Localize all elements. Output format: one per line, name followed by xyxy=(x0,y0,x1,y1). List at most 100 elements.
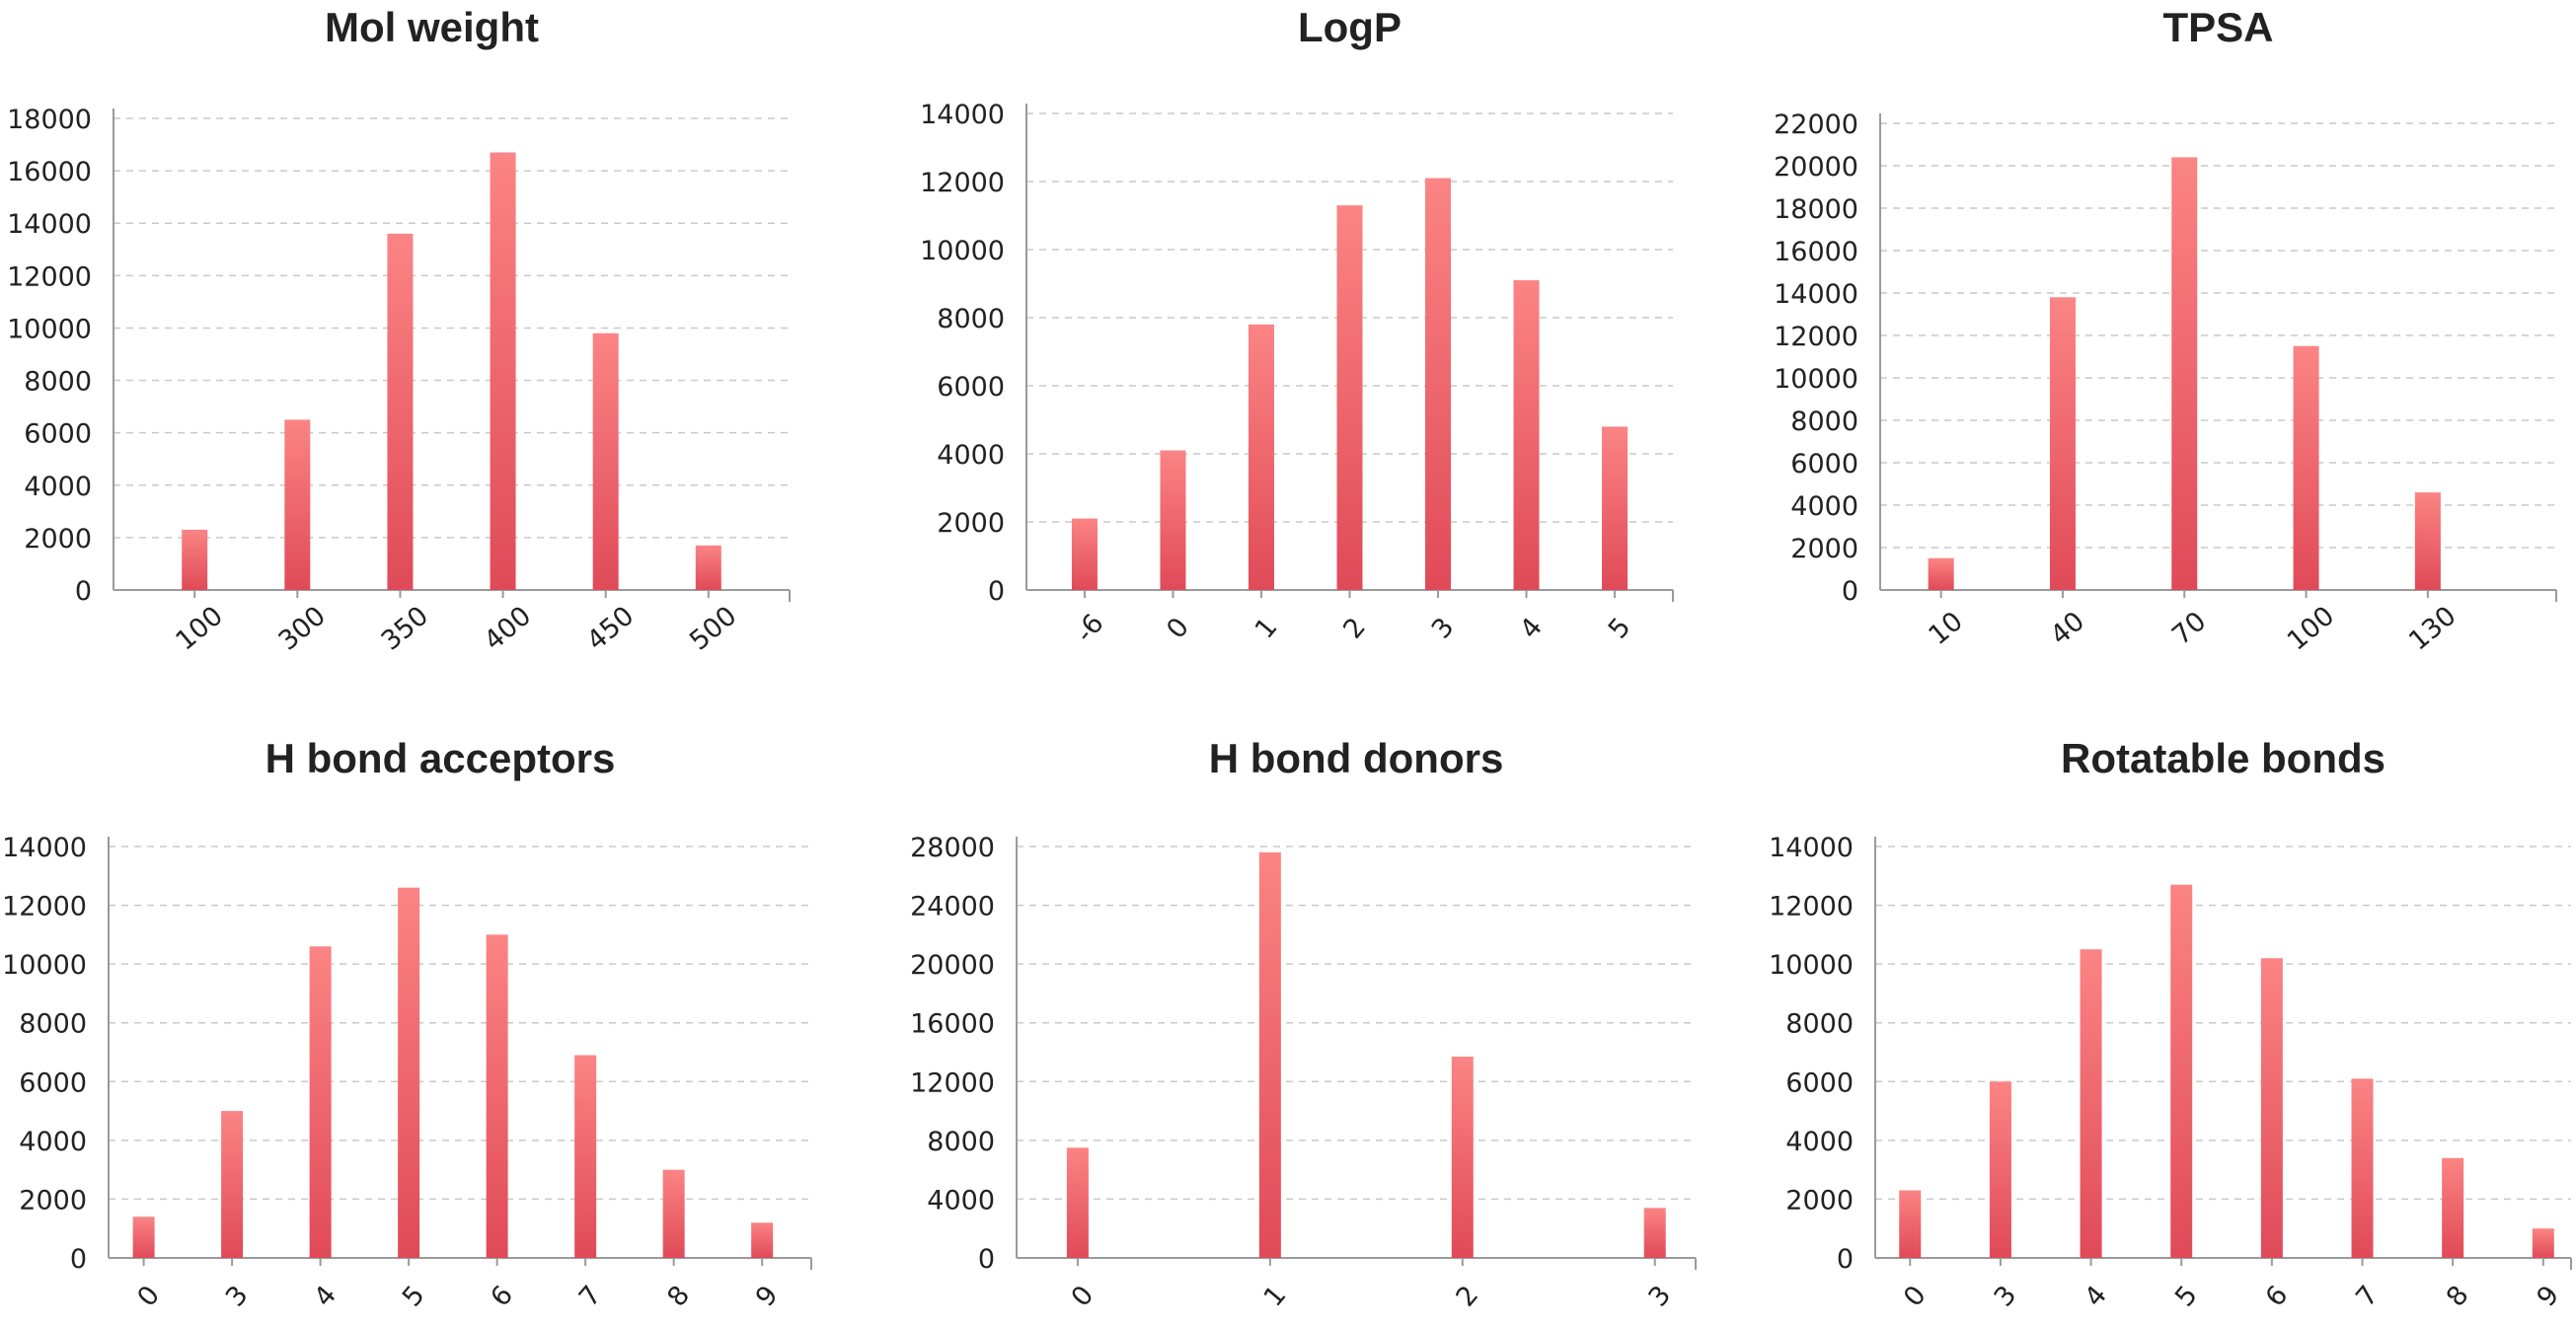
y-tick-label: 6000 xyxy=(1785,1068,1854,1098)
x-tick-label: 3 xyxy=(1642,1280,1677,1312)
y-tick-label: 4000 xyxy=(1785,1127,1854,1157)
bar xyxy=(309,946,332,1258)
y-tick-label: 6000 xyxy=(937,372,1005,403)
x-tick-label: 6 xyxy=(485,1280,519,1312)
rotatable-bonds-chart: Rotatable bonds 0 2000 4000 6000 8000 10000 120… xyxy=(1717,730,2576,1326)
x-tick-label: 40 xyxy=(2045,606,2090,651)
bar xyxy=(662,1169,685,1258)
y-tick-label: 16000 xyxy=(7,157,92,187)
bar xyxy=(1602,426,1629,590)
y-tick-label: 18000 xyxy=(1774,194,1858,225)
x-tick-label: 1 xyxy=(1250,612,1284,644)
y-tick-label: 14000 xyxy=(2,833,87,863)
y-tick-label: 6000 xyxy=(1790,449,1858,479)
bar xyxy=(2293,345,2319,590)
y-tick-label: 12000 xyxy=(7,261,92,292)
bar xyxy=(284,419,311,590)
chart-svg: LogP 0 2000 4000 6000 8000 10000 12000 14000 -6 0 1… xyxy=(920,4,1674,649)
x-tick-label: 7 xyxy=(573,1280,608,1312)
bar xyxy=(2080,949,2102,1258)
y-tick-label: 14000 xyxy=(1769,833,1854,863)
bar xyxy=(221,1111,244,1258)
x-tick-label: 9 xyxy=(750,1280,785,1312)
chart-svg: H bond acceptors 0 2000 4000 6000 8000 10000 12… xyxy=(2,735,812,1313)
x-tick-label: 7 xyxy=(2350,1280,2385,1312)
y-tick-label: 4000 xyxy=(927,1185,995,1216)
bar xyxy=(2532,1228,2554,1258)
chart-title: LogP xyxy=(1298,4,1402,50)
y-tick-label: 0 xyxy=(988,576,1005,607)
chart-title: Mol weight xyxy=(325,4,539,50)
bar xyxy=(574,1055,597,1258)
y-tick-label: 2000 xyxy=(1790,534,1858,564)
x-tick-label: 8 xyxy=(2441,1280,2475,1312)
y-tick-label: 4000 xyxy=(937,440,1005,471)
x-tick-label: 4 xyxy=(308,1280,342,1312)
y-tick-label: 18000 xyxy=(7,105,92,135)
y-tick-label: 12000 xyxy=(1774,322,1858,352)
bar xyxy=(2171,157,2198,590)
bar xyxy=(2351,1078,2374,1258)
y-tick-label: 14000 xyxy=(1774,279,1858,310)
chart-title: H bond acceptors xyxy=(265,735,616,781)
y-tick-label: 28000 xyxy=(910,833,995,863)
chart-svg: TPSA 0 2000 4000 6000 8000 10000 12000 14000 1600… xyxy=(1774,4,2557,657)
y-tick-label: 8000 xyxy=(937,304,1005,334)
x-tick-label: 1 xyxy=(1258,1280,1293,1312)
bar xyxy=(1928,557,1954,590)
x-tick-label: 350 xyxy=(376,601,434,657)
bar xyxy=(387,233,414,590)
x-tick-label: 4 xyxy=(1514,612,1549,644)
y-tick-label: 12000 xyxy=(2,892,87,922)
x-tick-label: 100 xyxy=(2282,601,2340,657)
y-tick-label: 8000 xyxy=(24,367,92,398)
y-tick-label: 20000 xyxy=(910,950,995,981)
tpsa-chart: TPSA 0 2000 4000 6000 8000 10000 12000 14000 1600… xyxy=(1717,0,2576,691)
y-tick-label: 22000 xyxy=(1774,110,1858,140)
bar xyxy=(1451,1056,1474,1258)
bar xyxy=(1071,518,1098,590)
x-tick-label: 500 xyxy=(684,601,742,657)
x-tick-label: 5 xyxy=(1603,612,1637,644)
bar xyxy=(2049,297,2076,590)
chart-title: TPSA xyxy=(2162,4,2273,50)
bar xyxy=(1989,1081,2011,1258)
y-tick-label: 8000 xyxy=(1785,1009,1854,1040)
y-tick-label: 2000 xyxy=(1785,1185,1854,1216)
y-tick-label: 2000 xyxy=(937,508,1005,539)
y-tick-label: 14000 xyxy=(7,209,92,240)
bar xyxy=(2414,492,2441,590)
logp-chart: LogP 0 2000 4000 6000 8000 10000 12000 14000 -6 0 1… xyxy=(859,0,1717,691)
y-tick-label: 0 xyxy=(1842,576,1858,607)
x-tick-label: 10 xyxy=(1923,606,1968,651)
y-tick-label: 24000 xyxy=(910,892,995,922)
bar xyxy=(132,1216,155,1258)
x-tick-label: 70 xyxy=(2166,606,2212,651)
y-tick-label: 0 xyxy=(75,576,92,607)
chart-svg: H bond donors 0 4000 8000 12000 16000 20000 240… xyxy=(910,735,1697,1313)
bar xyxy=(2442,1157,2464,1258)
x-tick-label: 3 xyxy=(1426,612,1461,644)
y-tick-label: 6000 xyxy=(24,419,92,450)
x-tick-label: 0 xyxy=(131,1280,166,1312)
bar xyxy=(695,545,721,590)
bar xyxy=(751,1222,774,1258)
x-tick-label: 3 xyxy=(220,1280,255,1312)
x-tick-label: 5 xyxy=(2169,1280,2204,1312)
y-tick-label: 2000 xyxy=(19,1185,87,1216)
y-tick-label: 16000 xyxy=(1774,237,1858,267)
x-tick-label: 6 xyxy=(2260,1280,2295,1312)
x-tick-label: -6 xyxy=(1070,609,1110,649)
chart-title: Rotatable bonds xyxy=(2061,735,2386,781)
mol-weight-chart: Mol weight 0 2000 4000 6000 8000 10000 12000 140… xyxy=(0,0,859,691)
y-tick-label: 12000 xyxy=(910,1068,995,1098)
y-tick-label: 0 xyxy=(1837,1244,1854,1275)
chart-svg: Mol weight 0 2000 4000 6000 8000 10000 12000 140… xyxy=(7,4,791,657)
bar xyxy=(486,934,508,1258)
y-tick-label: 8000 xyxy=(927,1127,995,1157)
chart-title: H bond donors xyxy=(1209,735,1504,781)
x-tick-label: 9 xyxy=(2532,1280,2566,1312)
h-bond-acceptors-chart: H bond acceptors 0 2000 4000 6000 8000 10000 12… xyxy=(0,730,859,1326)
bar xyxy=(1336,205,1363,590)
y-tick-label: 4000 xyxy=(24,472,92,502)
